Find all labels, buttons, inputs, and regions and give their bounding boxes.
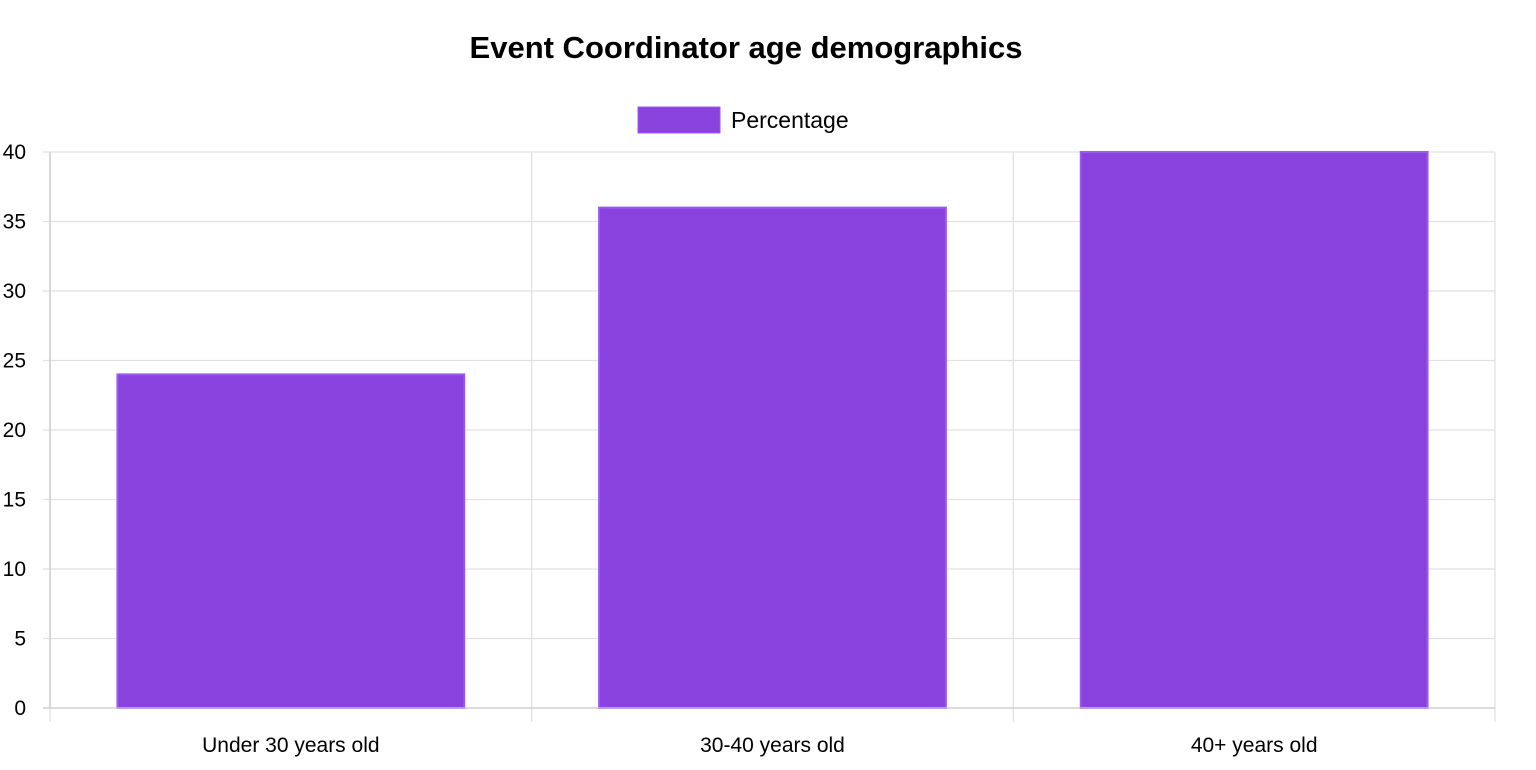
bar[interactable] xyxy=(598,206,947,709)
x-tick-label: 30-40 years old xyxy=(700,734,845,757)
bars xyxy=(116,151,1429,709)
legend[interactable]: Percentage xyxy=(637,106,849,134)
y-tick-label: 15 xyxy=(3,489,26,512)
y-tick-label: 25 xyxy=(3,350,26,373)
legend-label: Percentage xyxy=(731,107,849,133)
y-tick-label: 5 xyxy=(14,628,26,651)
y-tick-label: 35 xyxy=(3,211,26,234)
y-tick-label: 40 xyxy=(3,141,26,164)
y-tick-label: 20 xyxy=(3,419,26,442)
y-tick-label: 10 xyxy=(3,558,26,581)
bar[interactable] xyxy=(116,373,466,709)
x-tick-label: 40+ years old xyxy=(1191,734,1318,757)
bar[interactable] xyxy=(1079,151,1429,709)
y-tick-label: 0 xyxy=(14,697,26,720)
y-tick-label: 30 xyxy=(3,280,26,303)
axes xyxy=(43,152,1495,709)
x-axis-ticks: Under 30 years old 30-40 years old 40+ yea… xyxy=(202,734,1317,757)
x-tick-label: Under 30 years old xyxy=(202,734,379,757)
y-axis-ticks: 0 5 10 15 20 25 30 35 40 xyxy=(3,141,26,720)
legend-swatch xyxy=(637,106,721,134)
chart-title: Event Coordinator age demographics xyxy=(470,30,1023,65)
